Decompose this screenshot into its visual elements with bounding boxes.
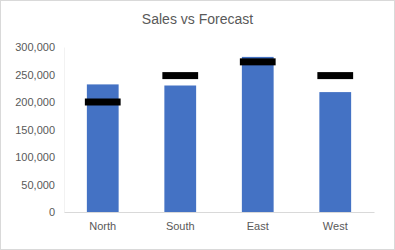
y-tick-label: 50,000 [21,179,55,191]
x-tick-label: West [323,220,348,232]
bar [242,57,274,212]
x-axis-line [65,212,375,213]
y-tick-label: 300,000 [15,41,55,53]
chart-border [1,1,395,250]
x-tick-label: North [89,220,116,232]
marker [85,99,121,106]
x-tick: South [166,212,195,232]
marks [85,57,353,212]
chart-title: Sales vs Forecast [142,11,253,27]
y-tick: 150,000 [15,124,64,136]
y-tick-label: 150,000 [15,124,55,136]
x-tick: North [89,212,116,232]
bar [164,86,196,213]
y-tick-label: 100,000 [15,151,55,163]
y-tick: 50,000 [21,179,64,191]
series-1 [85,58,353,105]
x-tick-label: South [166,220,195,232]
bar [319,92,351,212]
x-tick-label: East [247,220,269,232]
y-tick-label: 0 [49,206,55,218]
plot: 0 50,000 100,000 150,000 200,000 250,000 300,0… [15,41,374,232]
x-tick: East [247,212,269,232]
y-tick: 300,000 [15,41,64,53]
y-tick: 250,000 [15,69,64,81]
chart: Sales vs Forecast 0 50,000 100,000 150,000 20… [0,0,395,250]
marker [240,58,276,65]
y-tick-label: 250,000 [15,69,55,81]
y-tick: 100,000 [15,151,64,163]
series-0 [87,57,351,212]
y-axis-line [64,48,65,213]
marker [162,72,198,79]
y-tick-label: 200,000 [15,96,55,108]
y-axis: 0 50,000 100,000 150,000 200,000 250,000 300,0… [15,41,64,218]
marker [317,72,353,79]
x-axis: North South East West [65,212,375,232]
y-tick: 200,000 [15,96,64,108]
y-tick: 0 [49,206,64,218]
x-tick: West [323,212,348,232]
